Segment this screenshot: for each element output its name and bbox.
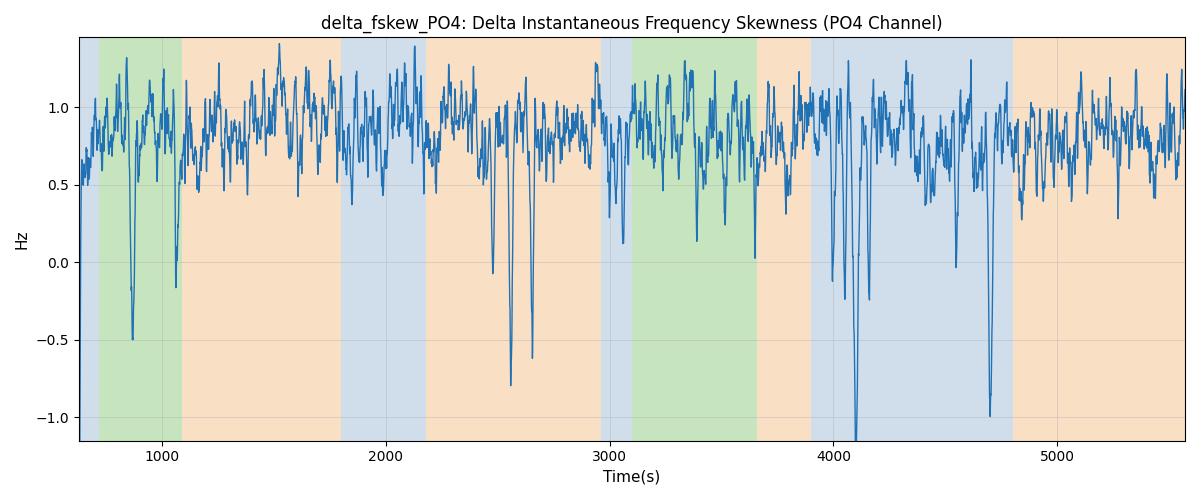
Bar (1013, 38, 1186, 440)
Bar (601, 38, 632, 440)
Bar (757, 38, 811, 440)
Title: delta_fskew_PO4: Delta Instantaneous Frequency Skewness (PO4 Channel): delta_fskew_PO4: Delta Instantaneous Fre… (322, 15, 943, 34)
Bar (811, 38, 936, 440)
Bar (632, 38, 757, 440)
Bar (936, 38, 1013, 440)
X-axis label: Time(s): Time(s) (604, 470, 660, 485)
Y-axis label: Hz: Hz (14, 230, 30, 249)
Bar (182, 38, 341, 440)
Bar (100, 38, 182, 440)
Bar (341, 38, 426, 440)
Bar (426, 38, 601, 440)
Bar (79, 38, 100, 440)
